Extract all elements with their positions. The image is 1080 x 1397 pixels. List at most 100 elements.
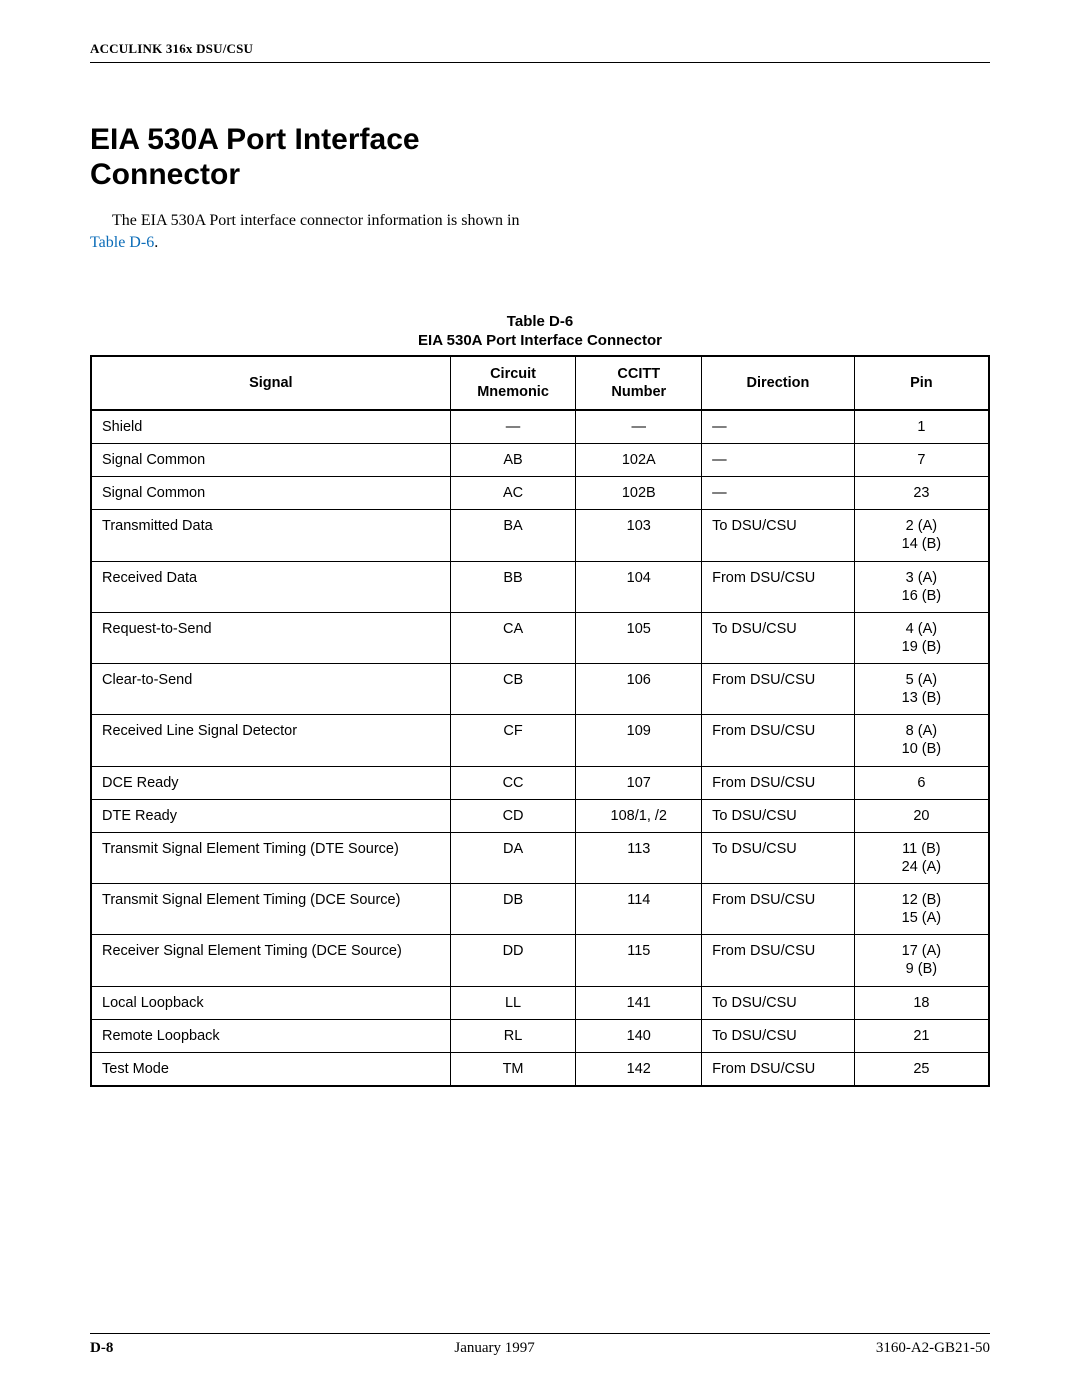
cell-ccitt: 108/1, /2 [576,799,702,832]
cell-signal: DCE Ready [91,766,450,799]
table-row: Signal CommonAB102A—7 [91,444,989,477]
cell-signal: DTE Ready [91,799,450,832]
cell-signal: Remote Loopback [91,1019,450,1052]
cell-pin: 8 (A) 10 (B) [854,715,989,766]
cell-ccitt: 103 [576,510,702,561]
cell-mnemonic: BB [450,561,576,612]
cell-signal: Signal Common [91,444,450,477]
cell-direction: To DSU/CSU [702,510,855,561]
cell-signal: Local Loopback [91,986,450,1019]
cell-direction: To DSU/CSU [702,799,855,832]
cell-signal: Transmit Signal Element Timing (DTE Sour… [91,832,450,883]
table-body: Shield———1Signal CommonAB102A—7Signal Co… [91,410,989,1086]
cell-signal: Clear-to-Send [91,664,450,715]
page-footer: D-8 January 1997 3160-A2-GB21-50 [90,1333,990,1357]
cell-pin: 5 (A) 13 (B) [854,664,989,715]
cell-direction: From DSU/CSU [702,1052,855,1086]
cell-ccitt: 104 [576,561,702,612]
cell-signal: Transmit Signal Element Timing (DCE Sour… [91,884,450,935]
cell-pin: 17 (A) 9 (B) [854,935,989,986]
cell-pin: 21 [854,1019,989,1052]
table-row: Local LoopbackLL141To DSU/CSU18 [91,986,989,1019]
cell-ccitt: — [576,410,702,444]
cell-pin: 3 (A) 16 (B) [854,561,989,612]
cell-direction: From DSU/CSU [702,561,855,612]
cell-mnemonic: DA [450,832,576,883]
table-link[interactable]: Table D-6 [90,234,154,251]
table-row: Transmitted DataBA103To DSU/CSU2 (A) 14 … [91,510,989,561]
table-row: Transmit Signal Element Timing (DTE Sour… [91,832,989,883]
cell-direction: — [702,410,855,444]
cell-signal: Request-to-Send [91,612,450,663]
cell-direction: From DSU/CSU [702,884,855,935]
cell-mnemonic: CB [450,664,576,715]
table-caption: Table D-6 EIA 530A Port Interface Connec… [90,313,990,351]
cell-mnemonic: DD [450,935,576,986]
cell-pin: 12 (B) 15 (A) [854,884,989,935]
cell-signal: Transmitted Data [91,510,450,561]
intro-pre: The EIA 530A Port interface connector in… [112,212,519,229]
cell-direction: To DSU/CSU [702,612,855,663]
cell-signal: Test Mode [91,1052,450,1086]
page-title: EIA 530A Port Interface Connector [90,123,990,192]
col-pin: Pin [854,356,989,410]
cell-ccitt: 113 [576,832,702,883]
cell-signal: Signal Common [91,477,450,510]
cell-ccitt: 141 [576,986,702,1019]
table-caption-top: Table D-6 [90,313,990,332]
cell-direction: — [702,444,855,477]
cell-signal: Received Data [91,561,450,612]
cell-signal: Received Line Signal Detector [91,715,450,766]
cell-pin: 25 [854,1052,989,1086]
cell-pin: 23 [854,477,989,510]
cell-mnemonic: TM [450,1052,576,1086]
cell-mnemonic: CF [450,715,576,766]
cell-mnemonic: AC [450,477,576,510]
table-row: Test ModeTM142From DSU/CSU25 [91,1052,989,1086]
table-head: Signal Circuit Mnemonic CCITT Number Dir… [91,356,989,410]
table-row: DCE ReadyCC107From DSU/CSU6 [91,766,989,799]
cell-ccitt: 102A [576,444,702,477]
cell-direction: From DSU/CSU [702,766,855,799]
footer-date: January 1997 [454,1340,534,1357]
connector-table: Signal Circuit Mnemonic CCITT Number Dir… [90,355,990,1087]
table-row: Received Line Signal DetectorCF109From D… [91,715,989,766]
cell-pin: 4 (A) 19 (B) [854,612,989,663]
cell-ccitt: 109 [576,715,702,766]
cell-pin: 18 [854,986,989,1019]
intro-post: . [154,234,158,251]
cell-ccitt: 105 [576,612,702,663]
cell-ccitt: 142 [576,1052,702,1086]
cell-direction: From DSU/CSU [702,715,855,766]
cell-pin: 1 [854,410,989,444]
cell-direction: — [702,477,855,510]
cell-mnemonic: — [450,410,576,444]
col-mnemonic: Circuit Mnemonic [450,356,576,410]
table-row: Receiver Signal Element Timing (DCE Sour… [91,935,989,986]
col-ccitt: CCITT Number [576,356,702,410]
table-row: Signal CommonAC102B—23 [91,477,989,510]
cell-pin: 2 (A) 14 (B) [854,510,989,561]
cell-mnemonic: BA [450,510,576,561]
col-signal: Signal [91,356,450,410]
cell-direction: To DSU/CSU [702,1019,855,1052]
doc-number: 3160-A2-GB21-50 [876,1340,990,1357]
product-name: ACCULINK 316x DSU/CSU [90,41,253,56]
cell-pin: 7 [854,444,989,477]
cell-mnemonic: CD [450,799,576,832]
cell-signal: Receiver Signal Element Timing (DCE Sour… [91,935,450,986]
table-row: Transmit Signal Element Timing (DCE Sour… [91,884,989,935]
cell-mnemonic: AB [450,444,576,477]
page-number: D-8 [90,1340,113,1357]
cell-mnemonic: DB [450,884,576,935]
table-caption-sub: EIA 530A Port Interface Connector [90,332,990,351]
cell-ccitt: 102B [576,477,702,510]
page-header: ACCULINK 316x DSU/CSU [90,40,990,63]
cell-mnemonic: RL [450,1019,576,1052]
cell-signal: Shield [91,410,450,444]
cell-ccitt: 115 [576,935,702,986]
cell-ccitt: 114 [576,884,702,935]
cell-mnemonic: CA [450,612,576,663]
cell-mnemonic: CC [450,766,576,799]
cell-ccitt: 140 [576,1019,702,1052]
